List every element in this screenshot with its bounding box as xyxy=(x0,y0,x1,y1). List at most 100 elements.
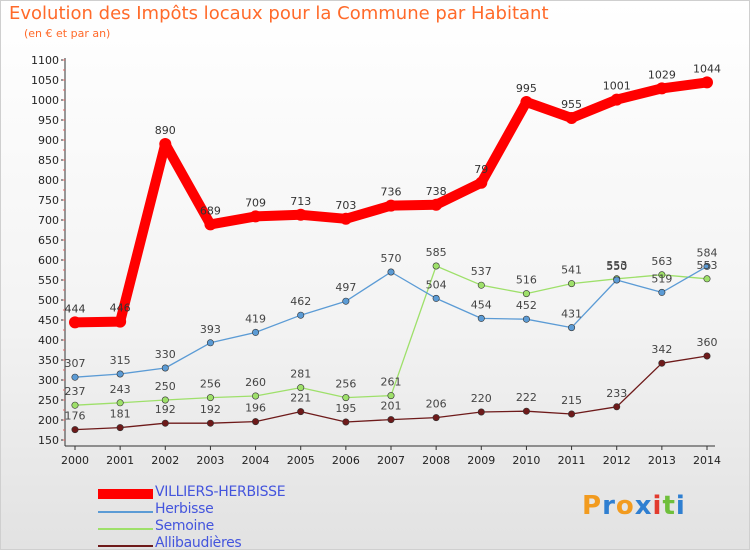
data-label: 703 xyxy=(335,199,356,212)
data-point xyxy=(161,396,169,404)
y-tick-label: 600 xyxy=(38,254,59,267)
data-point xyxy=(432,294,440,302)
data-label: 281 xyxy=(290,368,311,381)
y-tick-label: 350 xyxy=(38,354,59,367)
x-tick-label: 2013 xyxy=(648,454,676,467)
x-tick-label: 2005 xyxy=(287,454,315,467)
data-label: 462 xyxy=(290,295,311,308)
y-tick-label: 200 xyxy=(38,414,59,427)
data-point xyxy=(522,290,530,298)
data-point xyxy=(658,288,666,296)
data-point xyxy=(477,281,485,289)
legend-swatch xyxy=(98,528,153,530)
data-label: 243 xyxy=(110,383,131,396)
legend-label: Semoine xyxy=(155,518,214,534)
data-label: 250 xyxy=(155,380,176,393)
data-point xyxy=(339,212,352,225)
x-tick-label: 2001 xyxy=(106,454,134,467)
data-point xyxy=(116,370,124,378)
data-point xyxy=(522,407,530,415)
data-label: 955 xyxy=(561,98,582,111)
data-point xyxy=(204,218,217,231)
data-label: 261 xyxy=(381,376,402,389)
data-point xyxy=(71,401,79,409)
data-label: 497 xyxy=(335,281,356,294)
data-label: 1044 xyxy=(693,62,721,75)
data-point xyxy=(294,208,307,221)
x-tick-label: 2008 xyxy=(422,454,450,467)
data-point xyxy=(565,112,578,124)
data-point xyxy=(613,403,621,411)
data-point xyxy=(430,198,443,211)
y-tick-label: 450 xyxy=(38,314,59,327)
data-label: 206 xyxy=(426,398,447,411)
y-tick-label: 1100 xyxy=(31,54,59,67)
legend-swatch xyxy=(98,489,153,499)
data-point xyxy=(342,418,350,426)
data-label: 713 xyxy=(290,195,311,208)
data-point xyxy=(658,271,666,279)
data-point xyxy=(568,324,576,332)
data-point xyxy=(613,276,621,284)
data-point xyxy=(703,262,711,270)
data-label: 553 xyxy=(606,259,627,272)
data-point xyxy=(206,394,214,402)
data-label: 195 xyxy=(335,402,356,415)
data-point xyxy=(159,138,172,150)
data-point xyxy=(297,311,305,319)
data-point xyxy=(658,359,666,367)
x-tick-label: 2011 xyxy=(558,454,586,467)
data-label: 256 xyxy=(200,378,221,391)
data-point xyxy=(342,394,350,402)
data-point xyxy=(252,418,260,426)
data-label: 307 xyxy=(65,357,86,370)
x-tick-label: 2004 xyxy=(242,454,270,467)
data-point xyxy=(71,426,79,434)
data-label: 176 xyxy=(65,410,86,423)
data-label: 553 xyxy=(697,259,718,272)
data-label: 192 xyxy=(200,403,221,416)
data-point xyxy=(385,199,397,212)
data-point xyxy=(477,314,485,322)
data-label: 330 xyxy=(155,348,176,361)
data-label: 454 xyxy=(471,298,492,311)
chart-title: Evolution des Impôts locaux pour la Comm… xyxy=(9,3,549,24)
x-tick-label: 2002 xyxy=(151,454,179,467)
data-point xyxy=(477,408,485,416)
data-label: 516 xyxy=(516,274,537,287)
data-label: 519 xyxy=(651,272,672,285)
data-label: 393 xyxy=(200,323,221,336)
data-label: 446 xyxy=(110,302,131,315)
data-label: 709 xyxy=(245,196,266,209)
y-tick-label: 1000 xyxy=(31,94,59,107)
x-tick-label: 2012 xyxy=(603,454,631,467)
data-point xyxy=(432,262,440,270)
data-point xyxy=(610,93,623,106)
data-label: 1001 xyxy=(603,80,631,93)
y-tick-label: 1050 xyxy=(31,74,59,87)
y-tick-label: 900 xyxy=(38,134,59,147)
data-label: 221 xyxy=(290,392,311,405)
data-label: 215 xyxy=(561,394,582,407)
x-tick-label: 2006 xyxy=(332,454,360,467)
data-label: 452 xyxy=(516,299,537,312)
data-label: 585 xyxy=(426,246,447,259)
data-label: 541 xyxy=(561,264,582,277)
data-point xyxy=(206,419,214,427)
x-tick-label: 2010 xyxy=(512,454,540,467)
data-point xyxy=(161,419,169,427)
data-label: 192 xyxy=(155,403,176,416)
y-tick-label: 550 xyxy=(38,274,59,287)
data-label: 504 xyxy=(426,278,447,291)
y-tick-label: 300 xyxy=(38,374,59,387)
data-point xyxy=(116,424,124,432)
data-point xyxy=(568,410,576,418)
y-tick-label: 750 xyxy=(38,194,59,207)
data-label: 584 xyxy=(697,246,718,259)
data-label: 315 xyxy=(110,354,131,367)
data-point xyxy=(568,280,576,288)
y-tick-label: 400 xyxy=(38,334,59,347)
y-tick-label: 650 xyxy=(38,234,59,247)
data-label: 995 xyxy=(516,82,537,95)
